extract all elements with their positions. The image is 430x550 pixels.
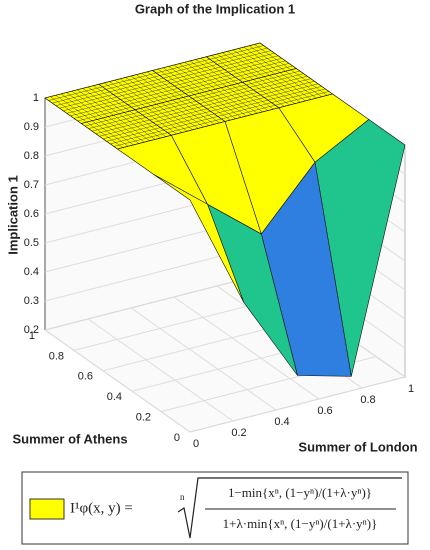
z-tick-label: 0.5 (24, 237, 39, 249)
mesh-line (63, 55, 279, 111)
mesh-line (92, 75, 308, 132)
z-axis-label: Implication 1 (5, 175, 20, 254)
legend-box (21, 471, 409, 545)
mesh-line (243, 46, 317, 99)
mesh-line (249, 45, 322, 97)
z-tick-label: 0.7 (24, 179, 39, 191)
mesh-line (88, 73, 304, 129)
mesh-line (59, 53, 275, 109)
mesh-line (84, 70, 300, 127)
mesh-line (113, 91, 329, 147)
z-tick-label: 0.3 (24, 295, 39, 307)
x-tick-label: 1 (408, 383, 414, 395)
root-sign (177, 477, 402, 539)
mesh-line (222, 52, 295, 104)
legend: I¹φ(x, y) = n 1−min{xⁿ, (1−yⁿ)/(1+λ·yⁿ)}… (21, 471, 409, 545)
mesh-line (216, 53, 290, 106)
y-tick-label: 0.2 (136, 412, 151, 424)
mesh-line (254, 44, 328, 96)
mesh-line (211, 55, 285, 107)
mesh-line (117, 93, 333, 150)
x-axis-label: Summer of London (298, 439, 417, 454)
mesh-line (55, 50, 271, 106)
chart-title: Graph of the Implication 1 (135, 1, 295, 16)
x-tick-label: 0.2 (231, 427, 246, 439)
mesh-line (233, 49, 306, 102)
mesh-line (44, 42, 261, 99)
z-tick-label: 0.6 (24, 208, 39, 220)
root-index: n (180, 492, 185, 502)
y-tick-label: 1 (29, 330, 35, 342)
plot-area: 0.20.30.40.50.60.70.80.9100.20.40.60.810… (24, 42, 414, 450)
mesh-line (70, 60, 286, 117)
mesh-line (66, 58, 282, 114)
mesh-line (102, 83, 319, 139)
y-tick-label: 0.4 (107, 391, 122, 403)
legend-swatch (29, 498, 65, 520)
mesh-line (77, 65, 293, 122)
y-tick-label: 0.8 (49, 350, 64, 362)
x-tick-label: 0.4 (274, 416, 289, 428)
legend-denominator: 1+λ·min{xⁿ, (1−yⁿ)/(1+λ·yⁿ)} (223, 516, 378, 531)
mesh-line (81, 68, 297, 124)
surface-facet (153, 174, 245, 303)
mesh-line (95, 78, 311, 134)
grid-line (44, 274, 261, 331)
mesh-line (110, 88, 326, 145)
x-tick-label: 0 (193, 438, 199, 450)
z-tick-label: 1 (33, 92, 39, 104)
grid-line (189, 376, 406, 433)
z-tick-label: 0.2 (24, 324, 39, 336)
y-tick-label: 0.6 (78, 371, 93, 383)
mesh-line (73, 63, 290, 119)
legend-lhs: I¹φ(x, y) = (70, 500, 133, 516)
mesh-line (227, 51, 301, 103)
grid-line (130, 307, 277, 411)
mesh-line (259, 42, 333, 95)
x-tick-label: 0.6 (317, 405, 332, 417)
grid-line (87, 318, 234, 422)
grid-line (44, 329, 191, 433)
mesh-line (52, 47, 268, 104)
grid-line (173, 296, 320, 400)
z-tick-label: 0.8 (24, 150, 39, 162)
mesh-line (48, 45, 264, 101)
x-tick-label: 0.8 (360, 394, 375, 406)
legend-numerator: 1−min{xⁿ, (1−yⁿ)/(1+λ·yⁿ)} (228, 485, 372, 500)
mesh-line (238, 48, 312, 100)
y-axis-label: Summer of Athens (12, 431, 127, 446)
mesh-line (99, 81, 315, 137)
y-tick-label: 0 (174, 432, 180, 444)
mesh-line (106, 86, 322, 142)
z-tick-label: 0.9 (24, 121, 39, 133)
z-tick-label: 0.4 (24, 266, 39, 278)
